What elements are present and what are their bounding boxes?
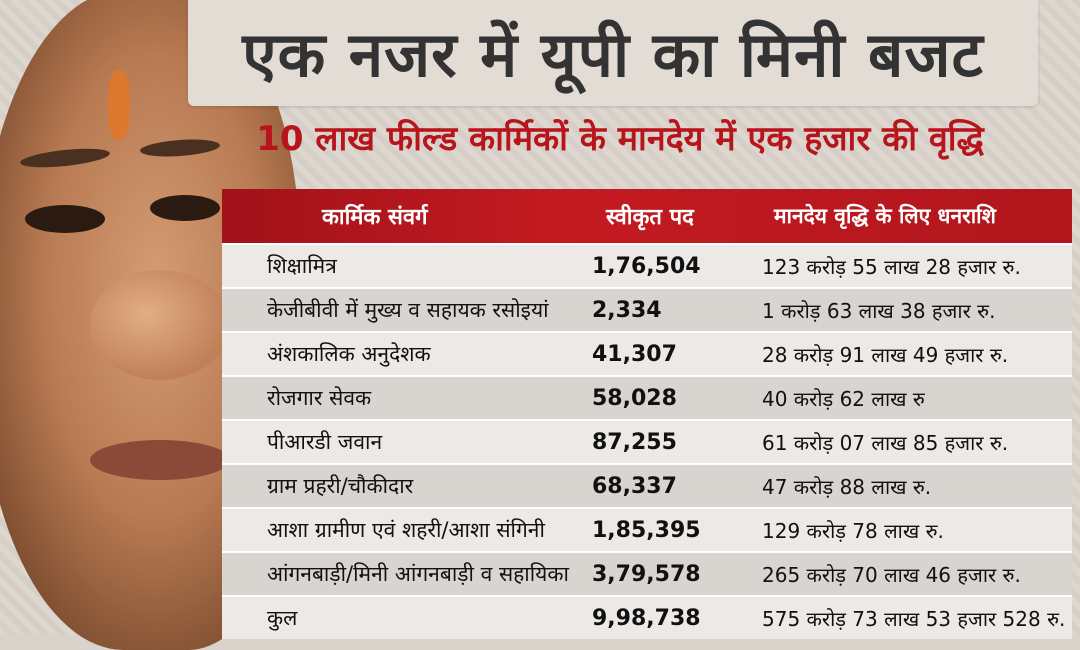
tilak-mark [108,70,130,140]
cell-category: आंगनबाड़ी/मिनी आंगनबाड़ी व सहायिका [267,562,569,586]
cell-amount: 123 करोड़ 55 लाख 28 हजार रु. [762,254,1021,279]
cell-posts: 9,98,738 [592,605,701,631]
cell-category: कुल [267,606,298,630]
table-row: केजीबीवी में मुख्य व सहायक रसोइयां 2,334 1… [222,287,1072,331]
cell-amount: 47 करोड़ 88 लाख रु. [762,474,932,499]
table-body: शिक्षामित्र 1,76,504 123 करोड़ 55 लाख 28 ह… [222,243,1072,639]
eyebrow-left [19,145,111,171]
page-subtitle: 10 लाख फील्ड कार्मिकों के मानदेय में एक … [256,119,984,159]
table-row: पीआरडी जवान 87,255 61 करोड़ 07 लाख 85 हजार… [222,419,1072,463]
header-posts: स्वीकृत पद [606,205,694,230]
table-row: अंशकालिक अनुदेशक 41,307 28 करोड़ 91 लाख 49… [222,331,1072,375]
title-banner: एक नजर में यूपी का मिनी बजट [188,0,1038,106]
cell-posts: 2,334 [592,297,662,323]
cell-amount: 28 करोड़ 91 लाख 49 हजार रु. [762,342,1009,367]
cell-category: केजीबीवी में मुख्य व सहायक रसोइयां [267,298,549,322]
cell-amount: 265 करोड़ 70 लाख 46 हजार रु. [762,562,1021,587]
cell-posts: 1,76,504 [592,253,701,279]
table-row: आंगनबाड़ी/मिनी आंगनबाड़ी व सहायिका 3,79,5… [222,551,1072,595]
cell-category: पीआरडी जवान [267,430,383,454]
cell-posts: 58,028 [592,385,677,411]
cell-amount: 575 करोड़ 73 लाख 53 हजार 528 रु. [762,606,1066,631]
nose [90,270,230,380]
header-category: कार्मिक संवर्ग [322,205,428,230]
budget-table: कार्मिक संवर्ग स्वीकृत पद मानदेय वृद्धि … [222,189,1072,639]
cell-posts: 87,255 [592,429,677,455]
table-row: कुल 9,98,738 575 करोड़ 73 लाख 53 हजार 528 … [222,595,1072,639]
cell-amount: 1 करोड़ 63 लाख 38 हजार रु. [762,298,996,323]
cell-category: आशा ग्रामीण एवं शहरी/आशा संगिनी [267,518,545,542]
eye-left [25,205,105,233]
eye-right [150,195,220,221]
table-row: आशा ग्रामीण एवं शहरी/आशा संगिनी 1,85,395 1… [222,507,1072,551]
cell-amount: 61 करोड़ 07 लाख 85 हजार रु. [762,430,1009,455]
mouth [90,440,230,480]
cell-category: शिक्षामित्र [267,254,337,278]
cell-amount: 40 करोड़ 62 लाख रु [762,386,925,411]
cell-posts: 3,79,578 [592,561,701,587]
cell-category: अंशकालिक अनुदेशक [267,342,431,366]
cell-posts: 68,337 [592,473,677,499]
cell-posts: 41,307 [592,341,677,367]
header-amount: मानदेय वृद्धि के लिए धनराशि [774,204,996,228]
table-header: कार्मिक संवर्ग स्वीकृत पद मानदेय वृद्धि … [222,189,1072,243]
cell-category: रोजगार सेवक [267,386,372,410]
table-row: शिक्षामित्र 1,76,504 123 करोड़ 55 लाख 28 ह… [222,243,1072,287]
table-row: ग्राम प्रहरी/चौकीदार 68,337 47 करोड़ 88 ला… [222,463,1072,507]
table-row: रोजगार सेवक 58,028 40 करोड़ 62 लाख रु [222,375,1072,419]
cell-posts: 1,85,395 [592,517,701,543]
cell-amount: 129 करोड़ 78 लाख रु. [762,518,944,543]
page-title: एक नजर में यूपी का मिनी बजट [242,18,984,91]
cell-category: ग्राम प्रहरी/चौकीदार [267,474,414,498]
